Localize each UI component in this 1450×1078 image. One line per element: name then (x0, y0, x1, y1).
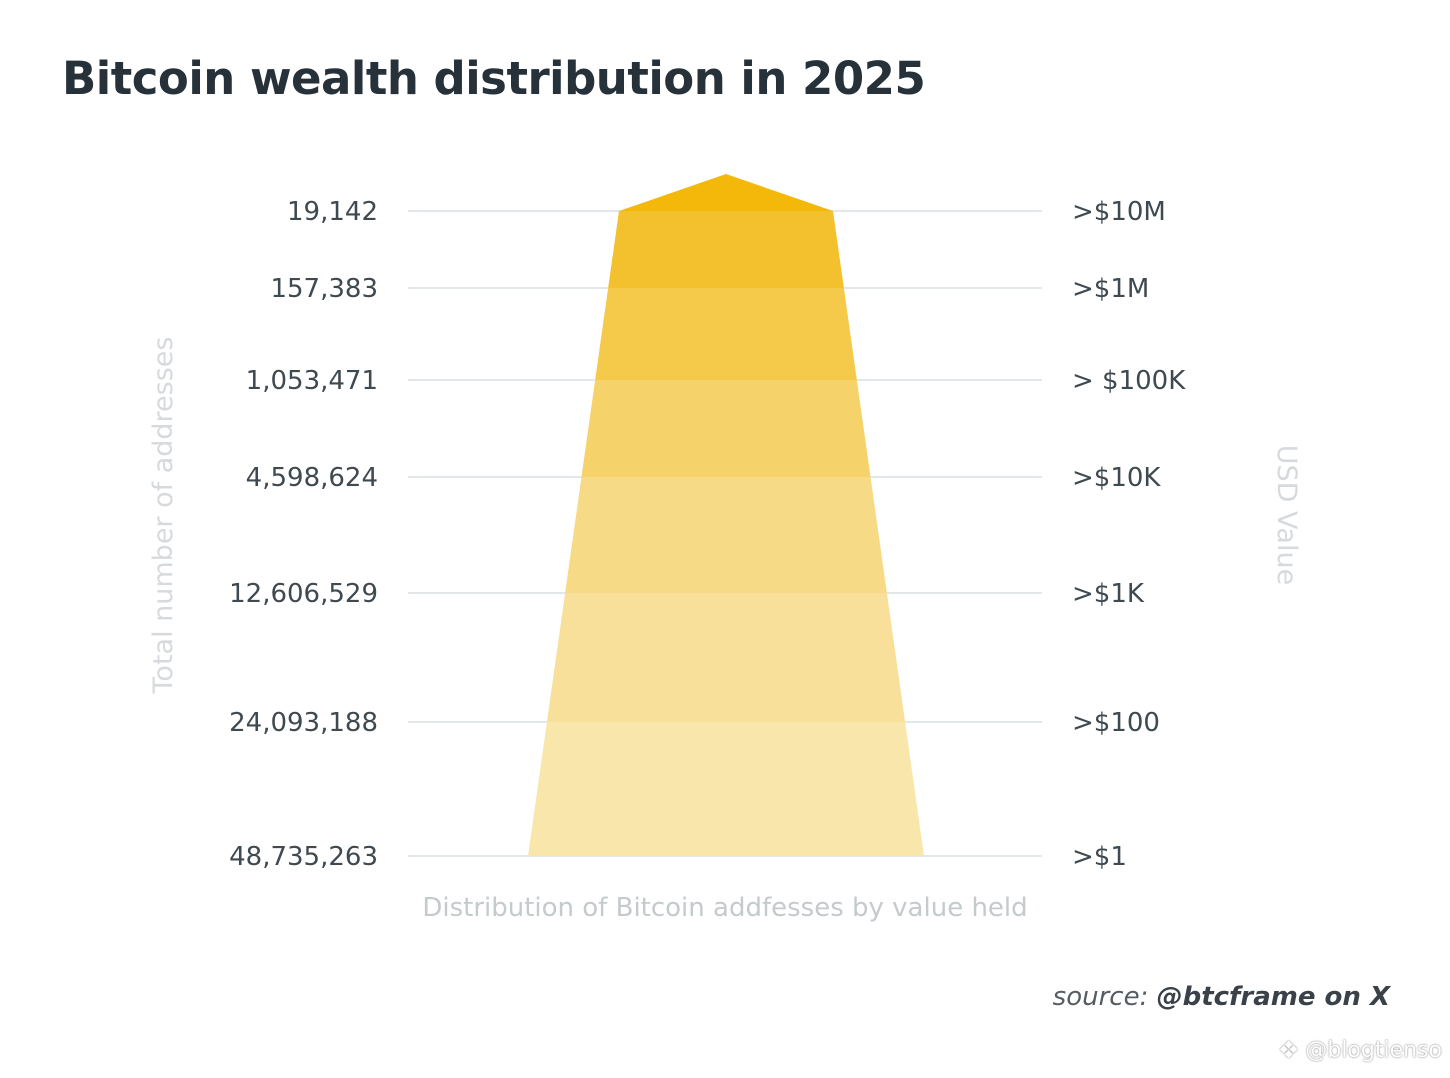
address-count-label: 4,598,624 (246, 463, 378, 493)
usd-value-labels: >$10M >$1M > $100K >$10K >$1K >$100 >$1 (1072, 197, 1186, 872)
pyramid-band-3 (595, 288, 857, 380)
address-count-labels: 19,142 157,383 1,053,471 4,598,624 12,606,52… (229, 197, 378, 872)
address-count-label: 1,053,471 (246, 366, 378, 396)
pyramid-band-6 (546, 593, 906, 722)
pyramid-band-4 (581, 380, 871, 477)
usd-value-label: >$10M (1072, 197, 1166, 227)
usd-value-label: >$1M (1072, 274, 1149, 304)
x-axis-label: Distribution of Bitcoin addfesses by val… (422, 893, 1027, 923)
usd-value-label: > $100K (1072, 366, 1186, 396)
address-count-label: 19,142 (287, 197, 378, 227)
left-axis-label: Total number of addresses (148, 337, 179, 695)
pyramid-band-2 (608, 211, 844, 288)
source-handle: @btcframe on X (1156, 982, 1390, 1012)
chart-title: Bitcoin wealth distribution in 2025 (62, 52, 926, 105)
address-count-label: 12,606,529 (229, 579, 378, 609)
source-credit: source: @btcframe on X (1053, 982, 1390, 1012)
right-axis-label: USD Value (1271, 445, 1302, 585)
usd-value-label: >$100 (1072, 708, 1160, 738)
usd-value-label: >$10K (1072, 463, 1161, 493)
pyramid-band-1 (619, 174, 833, 211)
address-count-label: 48,735,263 (229, 842, 378, 872)
pyramid-bands (528, 174, 924, 856)
watermark: ❖ @blogtienso (1278, 1036, 1442, 1064)
usd-value-label: >$1K (1072, 579, 1145, 609)
usd-value-label: >$1 (1072, 842, 1127, 872)
watermark-text: @blogtienso (1305, 1037, 1442, 1063)
source-prefix: source: (1052, 982, 1149, 1012)
pyramid-band-5 (565, 477, 887, 593)
address-count-label: 157,383 (270, 274, 378, 304)
diamond-logo-icon: ❖ (1277, 1036, 1300, 1064)
pyramid-band-7 (528, 722, 924, 856)
address-count-label: 24,093,188 (229, 708, 378, 738)
